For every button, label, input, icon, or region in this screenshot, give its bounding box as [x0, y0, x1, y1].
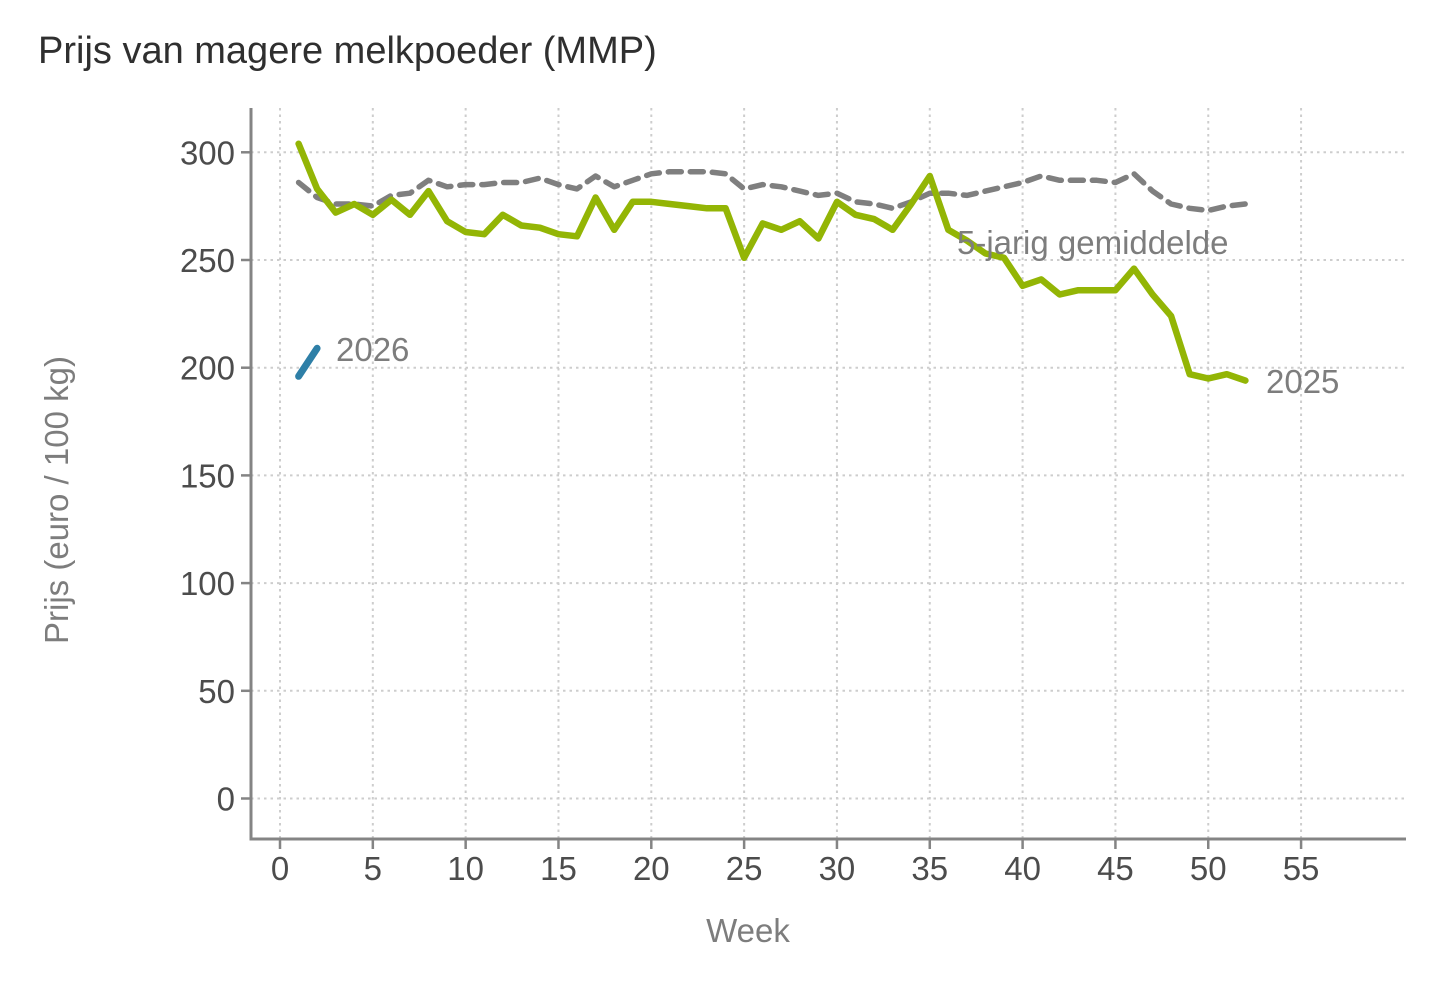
- y-tick-label-50: 50: [198, 673, 235, 710]
- x-tick-label-15: 15: [540, 850, 577, 887]
- series-line-2026: [295, 344, 321, 380]
- y-tick-label-100: 100: [180, 565, 235, 602]
- x-tick-label-5: 5: [364, 850, 382, 887]
- y-tick-label-250: 250: [180, 242, 235, 279]
- x-tick-label-20: 20: [633, 850, 670, 887]
- series-line-5-jarig-gemiddelde: [295, 168, 1249, 214]
- x-tick-label-10: 10: [447, 850, 484, 887]
- x-axis-title: Week: [706, 912, 790, 949]
- series-line-2025: [295, 140, 1249, 384]
- series-label-5-jarig-gemiddelde: 5-jarig gemiddelde: [957, 224, 1229, 261]
- y-tick-label-150: 150: [180, 457, 235, 494]
- series-label-2026: 2026: [336, 331, 410, 368]
- x-tick-label-40: 40: [1004, 850, 1041, 887]
- y-tick-label-300: 300: [180, 134, 235, 171]
- x-tick-label-25: 25: [726, 850, 763, 887]
- x-tick-label-45: 45: [1097, 850, 1134, 887]
- x-tick-label-55: 55: [1283, 850, 1320, 887]
- x-tick-label-50: 50: [1190, 850, 1227, 887]
- x-tick-label-35: 35: [911, 850, 948, 887]
- x-tick-label-0: 0: [271, 850, 289, 887]
- chart-title: Prijs van magere melkpoeder (MMP): [38, 30, 657, 72]
- y-axis-title: Prijs (euro / 100 kg): [38, 356, 75, 644]
- series-label-2025: 2025: [1266, 363, 1340, 400]
- y-tick-label-0: 0: [217, 781, 235, 818]
- y-tick-label-200: 200: [180, 350, 235, 387]
- x-tick-label-30: 30: [819, 850, 856, 887]
